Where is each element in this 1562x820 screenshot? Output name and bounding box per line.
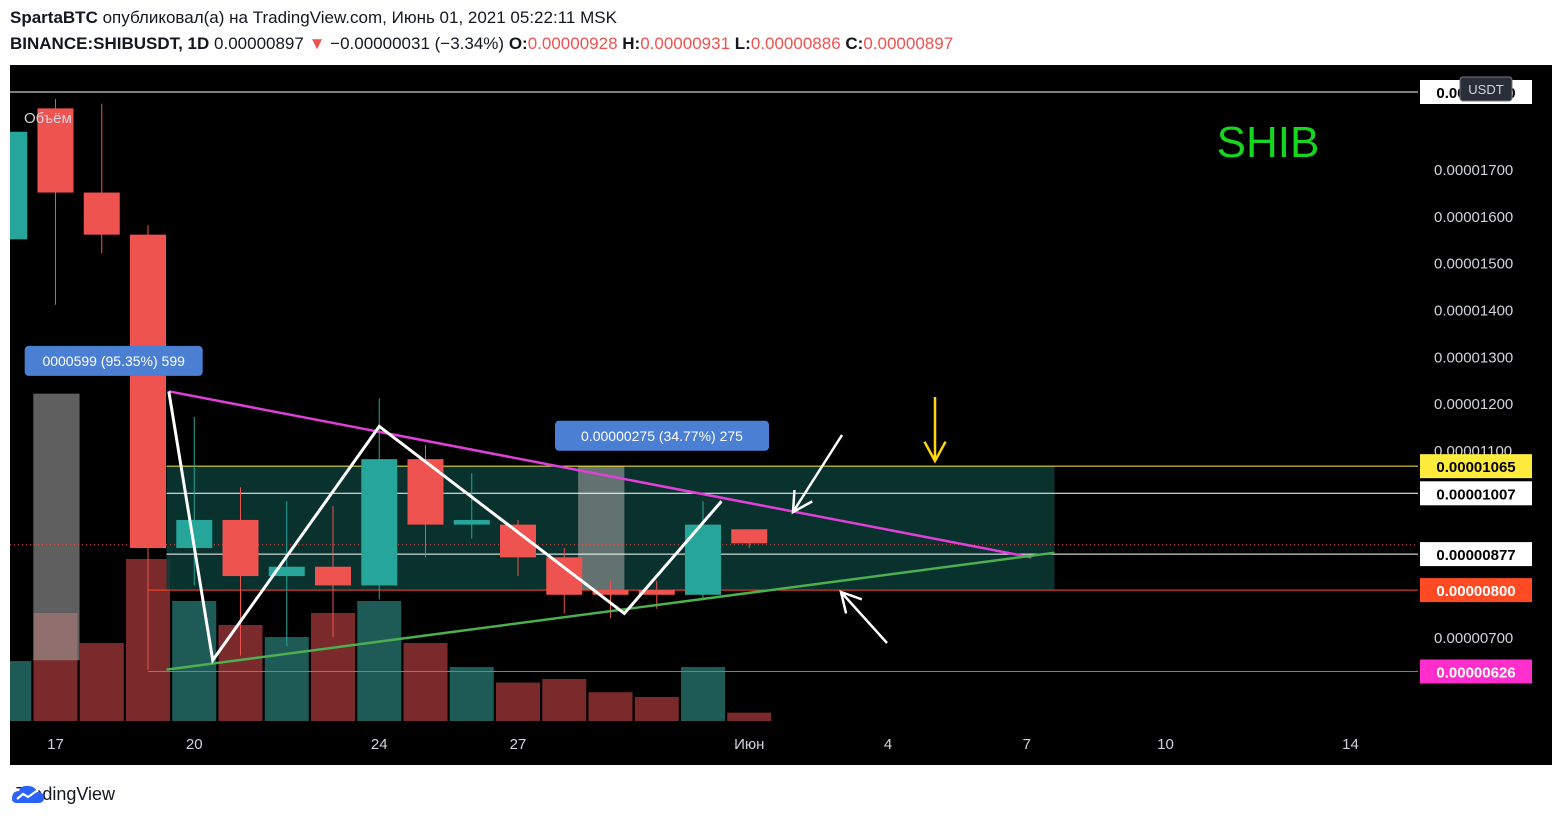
level-tag-label: 0.00000877 (1436, 547, 1515, 564)
candle-body (453, 519, 490, 525)
level-tag (1420, 659, 1532, 684)
x-tick-label: 17 (47, 736, 64, 753)
level-tag (1420, 542, 1532, 567)
chart-area[interactable]: 0000599 (95.35%) 599 0.00000275 (34.77%) … (10, 65, 1552, 765)
volume-bar (681, 667, 725, 721)
x-tick-label: 14 (1342, 736, 1359, 753)
low-label: L: (734, 34, 751, 53)
volume-bar (357, 601, 402, 721)
x-tick-label: 7 (1023, 736, 1031, 753)
author-name[interactable]: SpartaBTC (10, 8, 98, 27)
measure-box (578, 466, 625, 591)
open-label: O: (508, 34, 528, 53)
y-tick-label: 0.00001400 (1434, 302, 1513, 319)
footer-brand[interactable]: TradingView (10, 782, 115, 806)
level-tag-label: 0.00000626 (1436, 664, 1515, 681)
x-tick-label: 20 (186, 736, 203, 753)
symbol-line: BINANCE:SHIBUSDT, 1D 0.00000897 ▼ −0.000… (10, 34, 953, 54)
y-tick-label: 0.00001600 (1434, 209, 1513, 226)
level-tag-label: 0.00001007 (1436, 486, 1515, 503)
x-tick-label: Июн (734, 736, 764, 753)
trendline-support (166, 551, 1055, 671)
volume-bar (10, 661, 32, 721)
y-tick-label: 0.00001500 (1434, 256, 1513, 273)
symbol-name: BINANCE:SHIBUSDT, 1D (10, 34, 210, 53)
zigzag-pattern (167, 391, 723, 665)
x-tick-label: 27 (510, 736, 527, 753)
volume-label: Объём (24, 110, 72, 127)
trendline-resistance (168, 390, 1032, 559)
candle-body (361, 459, 398, 586)
tradingview-logo-icon (12, 785, 44, 803)
measure-box (33, 393, 80, 661)
x-tick-label: 10 (1157, 736, 1174, 753)
candle-body (83, 192, 120, 235)
y-tick-label: 0.00001700 (1434, 162, 1513, 179)
high-value: 0.00000931 (640, 34, 731, 53)
close-label: C: (845, 34, 864, 53)
arrow-to-support-head (839, 590, 863, 614)
measure-label: 0000599 (95.35%) 599 (42, 353, 185, 369)
candle-body (222, 519, 259, 577)
volume-bar (172, 601, 217, 721)
y-tick-label: 0.00000700 (1434, 630, 1513, 647)
level-tag (1420, 454, 1532, 479)
candle-body (37, 108, 74, 193)
candle-body (10, 131, 28, 240)
level-tag-label: 0.00000800 (1436, 583, 1515, 600)
arrow-to-support-shaft (840, 591, 888, 644)
level-tag-label: 0.00001065 (1436, 459, 1515, 476)
currency-badge (1459, 76, 1513, 102)
chart-title: SHIB (1217, 118, 1320, 167)
publish-line: SpartaBTC опубликовал(а) на TradingView.… (10, 8, 617, 28)
high-label: H: (622, 34, 641, 53)
candle-body (130, 234, 166, 549)
low-value: 0.00000886 (750, 34, 841, 53)
level-tag (1420, 481, 1532, 506)
close-value: 0.00000897 (863, 34, 954, 53)
last-price: 0.00000897 (214, 34, 304, 53)
volume-bar (403, 643, 448, 721)
candle-body (731, 529, 768, 544)
currency-badge-label: USDT (1468, 82, 1503, 97)
volume-bar (588, 692, 633, 721)
candle-body (268, 566, 305, 577)
y-tick-label: 0.00001300 (1434, 349, 1513, 366)
arrow-to-resistance-head (791, 489, 813, 515)
x-tick-label: 4 (884, 736, 892, 753)
plot-layer: 0000599 (95.35%) 599 0.00000275 (34.77%) … (10, 91, 1418, 721)
measure-label: 0.00000275 (34.77%) 275 (581, 428, 743, 444)
level-tag (1420, 578, 1532, 603)
measure-label-box (24, 345, 203, 376)
candle-body (638, 590, 675, 595)
volume-bar (264, 637, 309, 721)
volume-bar (542, 679, 587, 721)
volume-bar (496, 682, 540, 721)
x-tick-label: 24 (371, 736, 388, 753)
measure-label-box (555, 420, 769, 451)
volume-bar (727, 712, 772, 721)
down-arrow-icon: ▼ (308, 34, 326, 53)
arrow-to-resistance-shaft (791, 434, 844, 513)
price-chart[interactable]: 0000599 (95.35%) 599 0.00000275 (34.77%) … (10, 65, 1552, 765)
volume-bar (449, 667, 494, 721)
volume-bar (79, 643, 124, 721)
price-change: −0.00000031 (−3.34%) (330, 34, 505, 53)
candle-body (315, 566, 351, 586)
published-text: опубликовал(а) на TradingView.com, Июнь … (102, 8, 617, 27)
y-tick-label: 0.00001200 (1434, 396, 1513, 413)
candle-body (407, 459, 444, 525)
open-value: 0.00000928 (527, 34, 618, 53)
volume-bar (634, 697, 679, 721)
yellow-down-arrow-head (923, 441, 947, 464)
candle-body (592, 590, 629, 595)
